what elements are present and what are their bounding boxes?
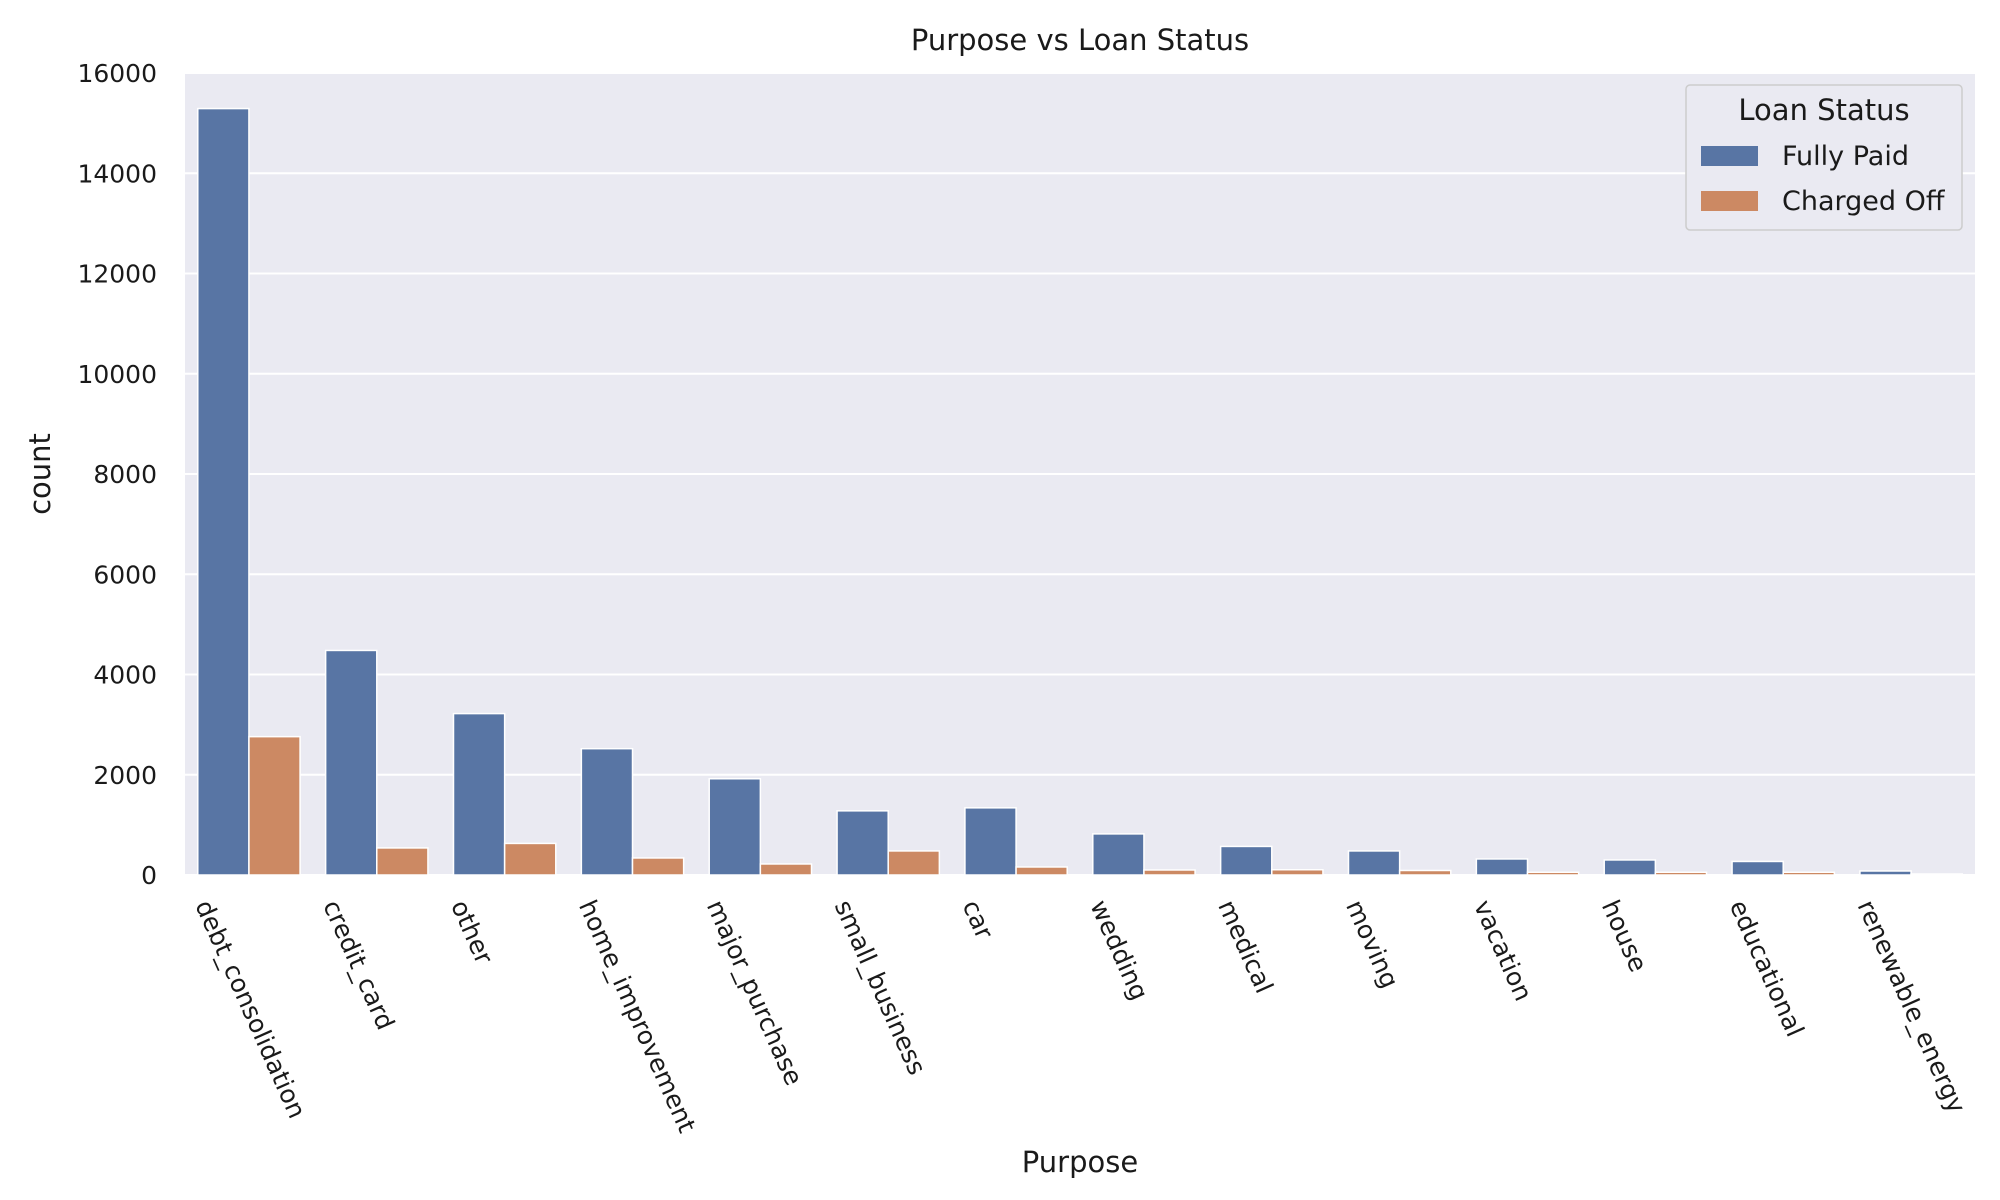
bar-charged-off-renewable-energy	[1910, 873, 1963, 876]
bar-charged-off-car	[1015, 866, 1068, 876]
bar-fully-paid-wedding	[1092, 833, 1145, 876]
bar-charged-off-credit-card	[376, 847, 429, 876]
x-tick-label: debt_consolidation	[189, 896, 311, 1123]
y-tick-label: 16000	[77, 59, 157, 88]
bar-charged-off-major-purchase	[759, 863, 813, 876]
x-tick-label: house	[1596, 896, 1653, 977]
y-tick-label: 14000	[77, 159, 157, 188]
bar-fully-paid-small-business	[836, 810, 889, 876]
x-tick-label: credit_card	[317, 896, 400, 1035]
bars	[197, 107, 1963, 876]
bar-charged-off-debt-consolidation	[248, 735, 301, 876]
x-axis: debt_consolidation credit_card other home_i…	[189, 896, 1971, 1137]
bar-fully-paid-debt-consolidation	[197, 107, 250, 876]
legend: Loan Status Fully Paid Charged Off	[1685, 84, 1963, 231]
y-tick-label: 0	[141, 861, 157, 890]
x-tick-label: other	[445, 896, 499, 969]
x-tick-label: medical	[1212, 896, 1279, 998]
bar-fully-paid-educational	[1731, 860, 1784, 876]
bar-fully-paid-home-improvement	[580, 747, 634, 876]
bar-fully-paid-vacation	[1475, 858, 1529, 876]
x-tick-label: educational	[1724, 896, 1810, 1041]
legend-title: Loan Status	[1738, 93, 1909, 127]
x-tick-label: home_improvement	[573, 896, 702, 1137]
y-axis-label: count	[23, 433, 57, 515]
bar-fully-paid-major-purchase	[708, 778, 762, 876]
x-tick-label: car	[957, 896, 1000, 944]
legend-swatch-fully-paid	[1701, 146, 1758, 166]
x-tick-label: small_business	[829, 896, 932, 1080]
x-tick-label: moving	[1340, 896, 1404, 993]
x-tick-label: wedding	[1084, 896, 1154, 1005]
y-tick-label: 12000	[77, 260, 157, 289]
y-tick-label: 6000	[93, 560, 157, 589]
x-tick-label: renewable_energy	[1852, 896, 1972, 1118]
y-tick-label: 2000	[93, 761, 157, 790]
bar-charged-off-small-business	[887, 850, 941, 876]
bar-charged-off-house	[1654, 871, 1708, 876]
bar-fully-paid-car	[964, 807, 1017, 876]
y-tick-label: 4000	[93, 661, 157, 690]
bar-charged-off-educational	[1782, 871, 1836, 876]
x-axis-label: Purpose	[1022, 1145, 1138, 1179]
x-tick-label: major_purchase	[701, 896, 809, 1090]
bar-charged-off-wedding	[1143, 869, 1196, 876]
bar-charged-off-medical	[1271, 868, 1324, 876]
bar-fully-paid-credit-card	[324, 649, 378, 876]
bar-fully-paid-medical	[1219, 845, 1273, 876]
bar-fully-paid-moving	[1347, 850, 1401, 876]
bar-fully-paid-renewable-energy	[1859, 870, 1912, 876]
bar-fully-paid-other	[452, 712, 506, 876]
bar-charged-off-home-improvement	[631, 857, 685, 876]
bar-charged-off-other	[503, 842, 557, 876]
y-tick-label: 10000	[77, 360, 157, 389]
bar-charged-off-vacation	[1526, 871, 1580, 876]
y-tick-label: 8000	[93, 460, 157, 489]
legend-label-fully-paid: Fully Paid	[1782, 141, 1909, 172]
bar-fully-paid-house	[1603, 859, 1657, 876]
chart-title: Purpose vs Loan Status	[911, 23, 1249, 57]
y-axis: 0 2000 4000 6000 8000 10000 12000 14000 16000	[77, 59, 157, 890]
bar-charged-off-moving	[1398, 869, 1452, 876]
legend-label-charged-off: Charged Off	[1782, 186, 1946, 217]
x-tick-label: vacation	[1468, 896, 1538, 1006]
legend-swatch-charged-off	[1701, 191, 1758, 211]
